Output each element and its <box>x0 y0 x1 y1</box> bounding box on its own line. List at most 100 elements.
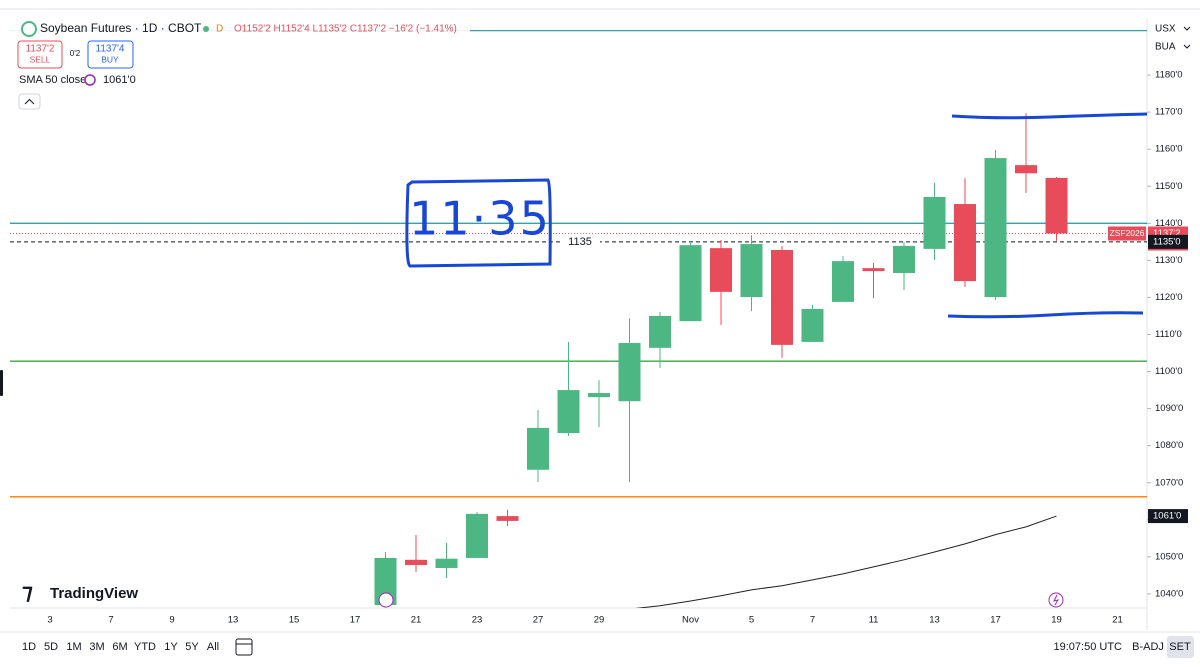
x-tick-label: Nov <box>682 615 699 626</box>
y-tick-label: 1150'0 <box>1155 181 1183 192</box>
x-tick-label: 15 <box>289 615 300 626</box>
y-tick-label: 1180'0 <box>1155 70 1183 81</box>
sell-price: 1137'2 <box>26 44 55 55</box>
candle-body <box>557 390 580 434</box>
toolbar: 1D 5D 1M 3M 6M YTD 1Y 5Y All <box>22 641 219 653</box>
candle-body <box>710 248 732 292</box>
price-tag: 1061'0 <box>1153 511 1181 522</box>
symbol-tag: ZSF2026 <box>1110 228 1145 238</box>
event-bolt <box>1053 594 1060 606</box>
candle-body <box>862 268 885 272</box>
clock: 19:07:50 UTC <box>1054 641 1123 653</box>
set-button[interactable]: SET <box>1169 641 1191 653</box>
range-button[interactable]: 3M <box>89 641 104 653</box>
side-handle[interactable] <box>0 370 3 396</box>
annotation: 11·35 <box>409 192 551 246</box>
x-tick-label: 17 <box>990 615 1001 626</box>
drawn-line <box>951 112 1148 120</box>
candle-body <box>984 158 1007 298</box>
y-tick-label: 1130'0 <box>1155 255 1183 266</box>
y-tick-label: 1090'0 <box>1155 403 1183 414</box>
x-tick-label: 3 <box>47 615 52 626</box>
y-tick-label: 1110'0 <box>1155 329 1182 340</box>
y-tick-label: 1100'0 <box>1155 366 1183 377</box>
status-dot <box>203 26 209 32</box>
range-button[interactable]: All <box>207 641 219 653</box>
sell-button[interactable] <box>17 40 63 69</box>
symbol-tag-bg <box>1108 226 1146 241</box>
buy-price: 1137'4 <box>96 44 125 55</box>
y-tick-label: 1120'0 <box>1155 292 1183 303</box>
candle-body <box>1015 165 1037 174</box>
y-tick-label: 1080'0 <box>1155 440 1183 451</box>
range-button[interactable]: 1M <box>66 641 81 653</box>
unit[interactable]: BUA <box>1155 42 1176 53</box>
x-tick-label: 5 <box>749 615 754 626</box>
candle-body <box>1045 177 1068 234</box>
x-tick-label: 17 <box>350 615 361 626</box>
logo-mark: ⁊ <box>22 579 33 604</box>
range-button[interactable]: 5D <box>44 641 58 653</box>
range-button[interactable]: YTD <box>134 641 156 653</box>
x-tick-label: 21 <box>411 615 422 626</box>
spread: 0'2 <box>70 49 81 58</box>
candle-body <box>740 244 763 298</box>
header-bg <box>10 20 470 38</box>
x-tick-label: 7 <box>810 615 815 626</box>
price-tag-bg <box>1148 234 1188 249</box>
candle-body <box>527 427 549 470</box>
candle-body <box>649 315 671 348</box>
candle-body <box>374 557 397 606</box>
y-tick-label: 1070'0 <box>1155 477 1183 488</box>
adj-button[interactable]: B-ADJ <box>1132 641 1164 653</box>
candle-body <box>466 513 488 558</box>
indicator: SMA 50 close <box>19 74 86 86</box>
range-button[interactable]: 6M <box>112 641 127 653</box>
x-tick-label: 27 <box>533 615 544 626</box>
candle-body <box>801 308 824 342</box>
candle-body <box>954 204 976 282</box>
session: D <box>216 24 223 35</box>
candle-body <box>435 558 458 568</box>
buy-button[interactable] <box>87 40 134 69</box>
candle-body <box>893 245 915 273</box>
collapse-button[interactable] <box>18 93 41 110</box>
y-tick-label: 1050'0 <box>1155 551 1183 562</box>
x-tick-label: 29 <box>594 615 605 626</box>
price-tag-bg <box>1148 509 1188 524</box>
range-button[interactable]: 5Y <box>185 641 199 653</box>
candle-body <box>923 197 946 249</box>
ohlc: O1152'2 H1152'4 L1135'2 C1137'2 −16'2 (−… <box>234 24 457 35</box>
range-button[interactable]: 1D <box>22 641 36 653</box>
x-tick-label: 13 <box>929 615 940 626</box>
indicator-icon <box>84 74 96 86</box>
plot-area <box>10 29 1147 608</box>
collapse-icon <box>24 98 35 105</box>
symbol-logo <box>21 21 37 37</box>
set-bg <box>1167 636 1194 658</box>
drawn-line <box>947 311 1144 319</box>
y-tick-label: 1160'0 <box>1155 144 1183 155</box>
chevron <box>1183 26 1191 31</box>
x-tick-label: 21 <box>1112 615 1123 626</box>
event-icon[interactable] <box>378 592 394 608</box>
currency[interactable]: USX <box>1155 24 1176 35</box>
drawn-box <box>405 178 552 268</box>
calendar-icon[interactable] <box>235 638 253 656</box>
candle-body <box>771 249 793 345</box>
logo: TradingView <box>50 585 138 602</box>
chevron <box>1183 44 1191 49</box>
sma-line <box>635 515 1057 608</box>
candle-body <box>618 343 641 402</box>
buy-label: BUY <box>101 54 119 64</box>
y-tick-label: 1040'0 <box>1155 588 1183 599</box>
x-tick-label: 23 <box>472 615 483 626</box>
range-button[interactable]: 1Y <box>164 641 178 653</box>
y-tick-label: 1170'0 <box>1155 107 1183 118</box>
symbol: Soybean Futures · 1D · CBOT <box>40 21 202 35</box>
sell-label: SELL <box>30 54 51 64</box>
candle-body <box>405 559 427 566</box>
candle-body <box>679 245 702 322</box>
